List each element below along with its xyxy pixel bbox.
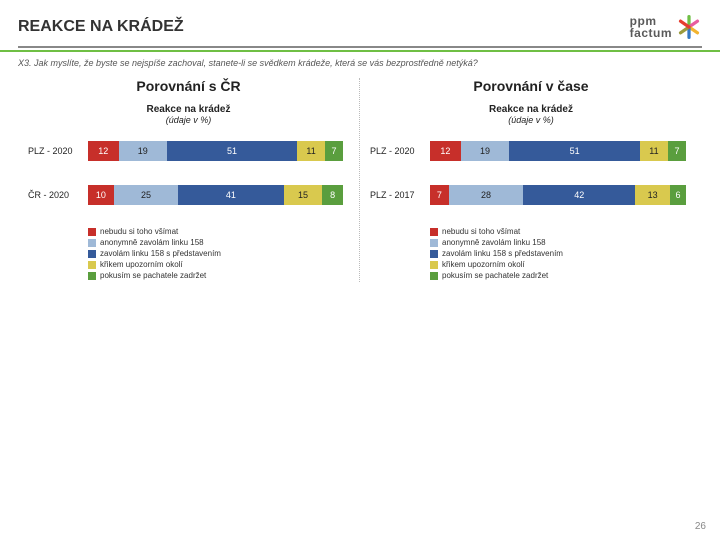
- legend-item: anonymně zavolám linku 158: [88, 238, 349, 247]
- legend: nebudu si toho všímat anonymně zavolám li…: [370, 227, 692, 280]
- legend-label: křikem upozorním okolí: [100, 260, 183, 269]
- legend-swatch: [88, 272, 96, 280]
- bar-segment: 25: [114, 185, 178, 205]
- bar-segment: 15: [284, 185, 323, 205]
- chart-subtitle: (údaje v %): [370, 115, 692, 125]
- row-label: PLZ - 2020: [28, 146, 88, 156]
- stacked-bar: 72842136: [430, 185, 686, 205]
- logo-text: ppm factum: [630, 15, 672, 39]
- bar-row: PLZ - 2020121951117: [370, 139, 686, 163]
- chart-title: Reakce na krádež: [28, 104, 349, 115]
- bar-row: PLZ - 2020121951117: [28, 139, 343, 163]
- bar-segment: 7: [430, 185, 449, 205]
- legend-swatch: [88, 261, 96, 269]
- title-underline: [18, 46, 702, 48]
- legend-swatch: [430, 272, 438, 280]
- header: REAKCE NA KRÁDEŽ ppm factum: [0, 0, 720, 46]
- logo-line-2: factum: [630, 27, 672, 39]
- chart-title: Reakce na krádež: [370, 104, 692, 115]
- chart-panel: Porovnání v čase Reakce na krádež(údaje v…: [360, 78, 702, 282]
- logo: ppm factum: [630, 14, 702, 40]
- panel-title: Porovnání s ČR: [28, 78, 349, 94]
- legend-label: nebudu si toho všímat: [442, 227, 520, 236]
- bar-segment: 42: [523, 185, 635, 205]
- question-text: X3. Jak myslíte, že byste se nejspíše za…: [0, 52, 720, 72]
- legend-swatch: [88, 250, 96, 258]
- legend-item: nebudu si toho všímat: [88, 227, 349, 236]
- legend-item: křikem upozorním okolí: [430, 260, 692, 269]
- bar-segment: 7: [325, 141, 343, 161]
- legend-item: zavolám linku 158 s představením: [88, 249, 349, 258]
- panel-title: Porovnání v čase: [370, 78, 692, 94]
- legend-item: pokusím se pachatele zadržet: [430, 271, 692, 280]
- bar-segment: 12: [88, 141, 119, 161]
- legend-label: křikem upozorním okolí: [442, 260, 525, 269]
- bar-segment: 13: [635, 185, 670, 205]
- row-label: ČR - 2020: [28, 190, 88, 200]
- legend-swatch: [430, 261, 438, 269]
- bar-segment: 51: [167, 141, 297, 161]
- bar-segment: 11: [297, 141, 325, 161]
- asterisk-icon: [676, 14, 702, 40]
- stacked-bar: 121951117: [430, 141, 686, 161]
- page-title: REAKCE NA KRÁDEŽ: [18, 18, 184, 36]
- bar-segment: 28: [449, 185, 524, 205]
- legend-swatch: [88, 228, 96, 236]
- charts-container: Porovnání s ČRReakce na krádež(údaje v %…: [0, 72, 720, 282]
- chart-subtitle: (údaje v %): [28, 115, 349, 125]
- legend-swatch: [430, 239, 438, 247]
- legend-swatch: [430, 250, 438, 258]
- chart-panel: Porovnání s ČR Reakce na krádež(údaje v %…: [18, 78, 360, 282]
- legend-label: anonymně zavolám linku 158: [442, 238, 546, 247]
- stacked-bar: 102541158: [88, 185, 343, 205]
- bar-row: PLZ - 201772842136: [370, 183, 686, 207]
- stacked-bar: 121951117: [88, 141, 343, 161]
- legend-label: zavolám linku 158 s představením: [442, 249, 563, 258]
- chart-area: PLZ - 2020121951117PLZ - 201772842136: [370, 139, 692, 207]
- bar-segment: 7: [668, 141, 686, 161]
- legend-item: zavolám linku 158 s představením: [430, 249, 692, 258]
- legend-swatch: [88, 239, 96, 247]
- bar-segment: 51: [509, 141, 640, 161]
- page-number: 26: [695, 521, 706, 532]
- bar-segment: 19: [461, 141, 510, 161]
- legend-label: nebudu si toho všímat: [100, 227, 178, 236]
- row-label: PLZ - 2020: [370, 146, 430, 156]
- legend: nebudu si toho všímat anonymně zavolám li…: [28, 227, 349, 280]
- bar-segment: 12: [430, 141, 461, 161]
- bar-segment: 10: [88, 185, 114, 205]
- bar-segment: 6: [670, 185, 686, 205]
- bar-segment: 11: [640, 141, 668, 161]
- chart-area: PLZ - 2020121951117 ČR - 2020102541158: [28, 139, 349, 207]
- legend-label: zavolám linku 158 s představením: [100, 249, 221, 258]
- legend-item: anonymně zavolám linku 158: [430, 238, 692, 247]
- legend-label: pokusím se pachatele zadržet: [442, 271, 548, 280]
- bar-row: ČR - 2020102541158: [28, 183, 343, 207]
- row-label: PLZ - 2017: [370, 190, 430, 200]
- legend-swatch: [430, 228, 438, 236]
- legend-label: anonymně zavolám linku 158: [100, 238, 204, 247]
- legend-item: nebudu si toho všímat: [430, 227, 692, 236]
- bar-segment: 8: [322, 185, 343, 205]
- legend-item: křikem upozorním okolí: [88, 260, 349, 269]
- legend-item: pokusím se pachatele zadržet: [88, 271, 349, 280]
- legend-label: pokusím se pachatele zadržet: [100, 271, 206, 280]
- bar-segment: 19: [119, 141, 167, 161]
- bar-segment: 41: [178, 185, 284, 205]
